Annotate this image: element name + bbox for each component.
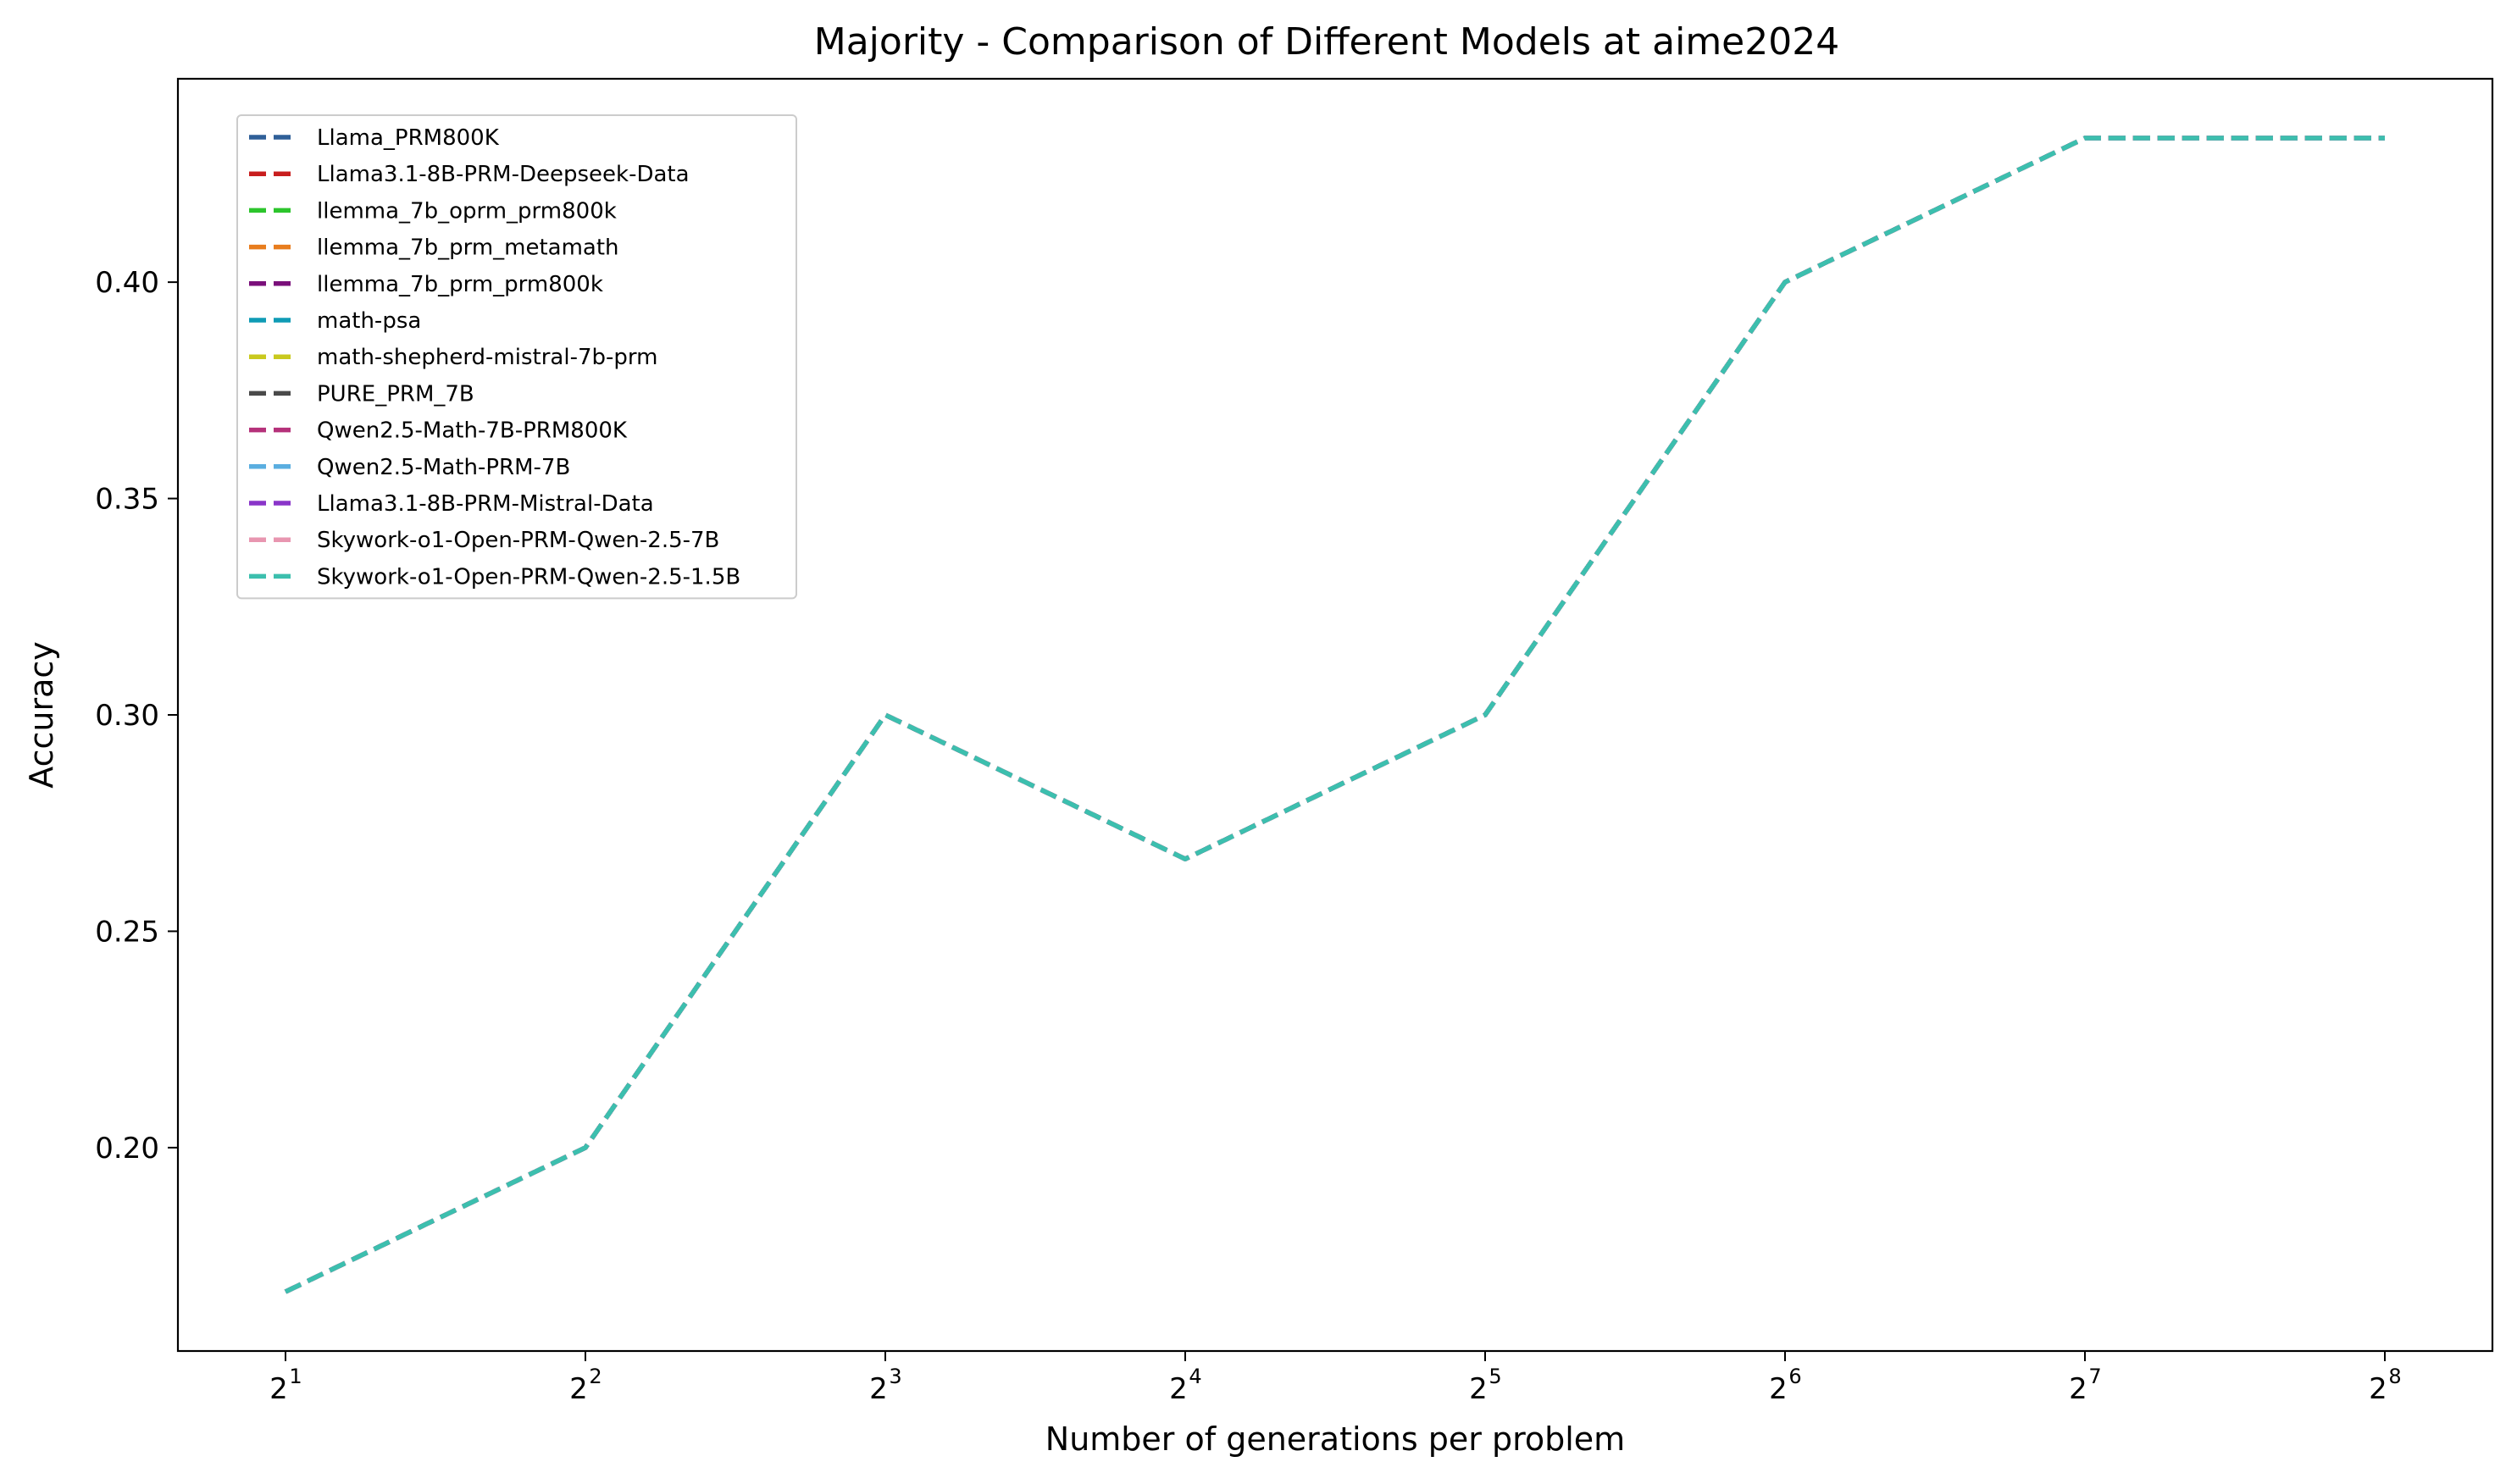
- x-tick-label: 2: [1169, 1372, 1188, 1406]
- y-tick-label: 0.20: [95, 1132, 159, 1166]
- legend-label: Qwen2.5-Math-7B-PRM800K: [317, 418, 628, 444]
- y-tick-label: 0.40: [95, 266, 159, 300]
- legend-label: PURE_PRM_7B: [317, 381, 474, 407]
- x-tick-exponent: 8: [2388, 1365, 2401, 1388]
- legend-label: Llama3.1-8B-PRM-Mistral-Data: [317, 491, 654, 517]
- y-tick-label: 0.30: [95, 699, 159, 733]
- x-axis-label: Number of generations per problem: [1045, 1420, 1625, 1458]
- x-tick-exponent: 5: [1489, 1365, 1501, 1388]
- legend-label: llemma_7b_prm_prm800k: [317, 272, 603, 297]
- x-tick-exponent: 7: [2088, 1365, 2101, 1388]
- x-tick-label: 2: [1469, 1372, 1488, 1406]
- series-line: [284, 136, 2385, 1294]
- x-tick-label: 2: [1769, 1372, 1788, 1406]
- legend-box: [236, 114, 797, 600]
- y-tick-label: 0.25: [95, 915, 159, 949]
- x-tick-exponent: 2: [589, 1365, 602, 1388]
- x-tick-exponent: 1: [289, 1365, 302, 1388]
- legend-label: Skywork-o1-Open-PRM-Qwen-2.5-1.5B: [317, 564, 740, 590]
- x-tick-label: 2: [2069, 1372, 2087, 1406]
- legend-label: math-shepherd-mistral-7b-prm: [317, 345, 657, 370]
- chart-title: Majority - Comparison of Different Model…: [814, 20, 1839, 64]
- legend-label: math-psa: [317, 308, 421, 334]
- x-tick-label: 2: [2369, 1372, 2387, 1406]
- x-tick-label: 2: [569, 1372, 588, 1406]
- y-axis-label: Accuracy: [23, 641, 60, 789]
- legend-label: Llama_PRM800K: [317, 125, 500, 151]
- x-tick-exponent: 4: [1189, 1365, 1201, 1388]
- x-tick-label: 2: [869, 1372, 888, 1406]
- y-axis: 0.20 0.25 0.30 0.35 0.40: [95, 266, 178, 1166]
- x-tick-exponent: 6: [1788, 1365, 1801, 1388]
- legend-label: Llama3.1-8B-PRM-Deepseek-Data: [317, 162, 690, 187]
- legend-label: llemma_7b_oprm_prm800k: [317, 198, 617, 224]
- series-group: [284, 136, 2385, 1294]
- x-tick-exponent: 3: [889, 1365, 901, 1388]
- legend-label: llemma_7b_prm_metamath: [317, 235, 619, 261]
- y-tick-label: 0.35: [95, 483, 159, 517]
- legend-label: Qwen2.5-Math-PRM-7B: [317, 455, 570, 480]
- legend: Llama_PRM800K Llama3.1-8B-PRM-Deepseek-Da…: [236, 114, 797, 600]
- x-tick-label: 2: [269, 1372, 288, 1406]
- legend-label: Skywork-o1-Open-PRM-Qwen-2.5-7B: [317, 528, 719, 553]
